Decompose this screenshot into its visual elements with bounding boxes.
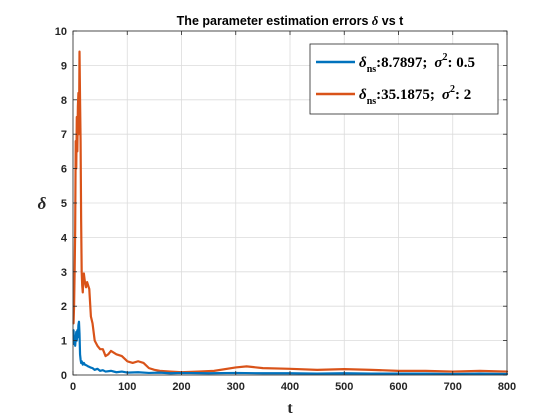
y-tick-label: 0 [61, 370, 67, 382]
y-tick-label: 1 [61, 336, 67, 348]
title-part-3: vs t [378, 14, 404, 28]
x-axis-label: t [287, 400, 293, 417]
x-tick-label: 400 [281, 381, 299, 393]
x-tick-label: 300 [227, 381, 245, 393]
y-axis-label: δ [38, 194, 47, 213]
y-tick-label: 5 [61, 198, 67, 210]
x-tick-label: 600 [389, 381, 407, 393]
y-tick-label: 7 [61, 129, 67, 141]
title-part-1: The parameter estimation errors [177, 14, 372, 28]
legend-2-value: :35.1875; [376, 87, 435, 103]
chart-title: The parameter estimation errors δ vs t [177, 14, 404, 28]
x-tick-label: 500 [335, 381, 353, 393]
y-tick-label: 2 [61, 301, 67, 313]
y-tick-label: 8 [61, 95, 67, 107]
y-tick-label: 10 [55, 26, 67, 38]
y-tick-label: 9 [61, 60, 67, 72]
y-tick-label: 6 [61, 164, 67, 176]
legend-1-sub: ns [367, 64, 377, 75]
x-tick-label: 0 [70, 381, 76, 393]
legend-2-sub: ns [367, 96, 377, 107]
y-tick-label: 4 [61, 232, 68, 244]
legend: δns:8.7897; σ2: 0.5 δns:35.1875; σ2: 2 [310, 44, 498, 114]
y-tick-label: 3 [61, 267, 67, 279]
legend-1-value: :8.7897; [376, 55, 427, 71]
x-tick-label: 700 [444, 381, 462, 393]
legend-2-param: : 2 [455, 87, 471, 103]
x-tick-label: 100 [118, 381, 136, 393]
x-tick-label: 800 [498, 381, 516, 393]
legend-1-param: : 0.5 [447, 55, 475, 71]
x-tick-label: 200 [172, 381, 190, 393]
